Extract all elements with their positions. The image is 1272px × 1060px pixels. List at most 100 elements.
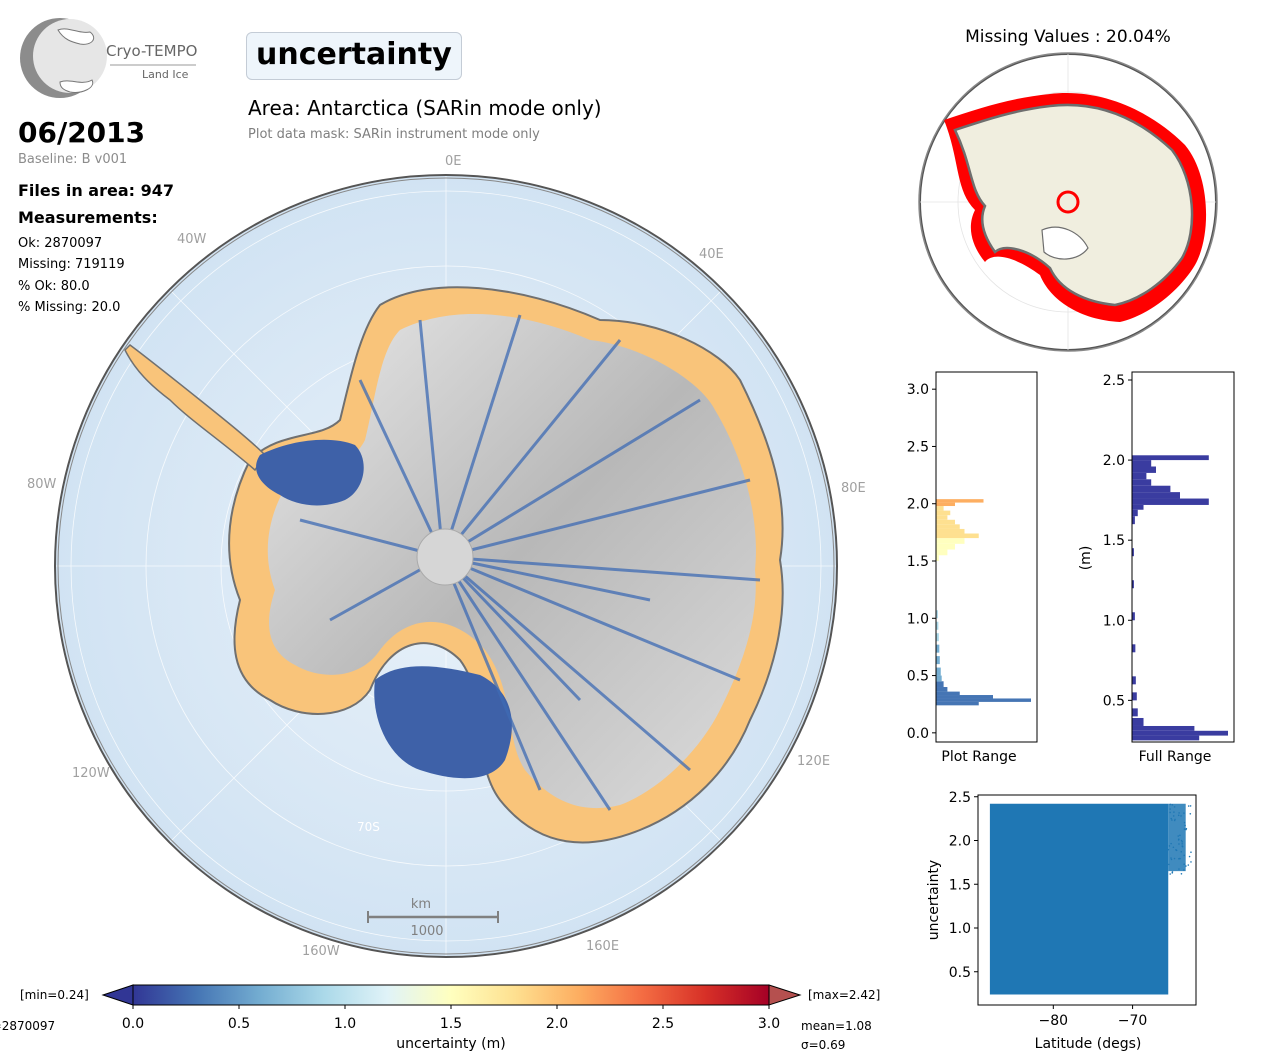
histogram-bar bbox=[1132, 548, 1134, 557]
scatter-point bbox=[1173, 806, 1176, 808]
histogram-bar bbox=[1132, 692, 1137, 701]
scatter-point bbox=[1183, 869, 1185, 871]
scatter-ytick-label: 2.5 bbox=[949, 790, 971, 806]
scatter-xtick-label: −80 bbox=[1039, 1013, 1069, 1029]
scatter-point bbox=[1183, 854, 1186, 857]
scalebar-value: 1000 bbox=[410, 924, 443, 939]
map-border bbox=[54, 174, 838, 958]
histogram-bar bbox=[936, 681, 944, 688]
scatter-point bbox=[1172, 815, 1175, 817]
lat-label-70s: 70S bbox=[357, 820, 380, 834]
scatter-point bbox=[1173, 819, 1176, 822]
scatter-point bbox=[1184, 824, 1186, 827]
antarctica-map: 0E 40E 80E 120E 160E 160W 120W 80W 40W 7… bbox=[27, 154, 866, 959]
histogram-bar bbox=[936, 621, 939, 630]
histogram-bar bbox=[1132, 485, 1171, 493]
histogram-full-xlabel: Full Range bbox=[1139, 749, 1212, 765]
scatter-point bbox=[1168, 845, 1171, 847]
scatter-xlabel: Latitude (degs) bbox=[1035, 1036, 1142, 1052]
histogram-bar bbox=[1132, 460, 1152, 467]
scatter-point bbox=[1171, 803, 1174, 806]
antarctic-peninsula bbox=[124, 344, 266, 472]
histogram-bar bbox=[936, 524, 960, 529]
scatter-point bbox=[1179, 834, 1181, 837]
files-count: Files in area: 947 bbox=[18, 181, 174, 200]
histogram-full-range: 0.5 1.0 1.5 2.0 2.5 (m) Full Range bbox=[1078, 371, 1235, 765]
histogram-ytick-label: 1.5 bbox=[907, 554, 929, 570]
histogram-bar bbox=[936, 506, 944, 511]
scatter-point bbox=[1189, 805, 1192, 807]
histogram-ytick-label: 3.0 bbox=[907, 382, 929, 398]
histogram-bar bbox=[1132, 735, 1200, 741]
colorbar-gradient bbox=[132, 984, 770, 1006]
scatter-point bbox=[1177, 835, 1180, 837]
scatter-point bbox=[1178, 868, 1180, 870]
histogram-bar bbox=[1132, 516, 1135, 525]
scatter-point bbox=[1183, 821, 1186, 824]
lon-label-80w: 80W bbox=[27, 477, 57, 492]
histogram-bar bbox=[1132, 717, 1144, 726]
scatter-frame bbox=[977, 794, 1197, 1006]
scatter-point bbox=[1180, 839, 1183, 842]
scatter-point bbox=[1169, 808, 1171, 810]
scatter-point bbox=[1190, 851, 1192, 853]
scatter-point bbox=[1170, 858, 1173, 861]
histogram-bar bbox=[936, 691, 960, 696]
scatter-point bbox=[1169, 803, 1172, 806]
scatter-point bbox=[1171, 819, 1173, 821]
area-title: Area: Antarctica (SARin mode only) bbox=[248, 96, 602, 120]
scatter-point bbox=[1169, 811, 1171, 814]
histogram-bar bbox=[936, 610, 938, 619]
scatter-point bbox=[1177, 814, 1180, 817]
histogram-bar bbox=[936, 667, 941, 676]
ronne-ice-shelf bbox=[256, 439, 364, 506]
histogram-ytick-label: 0.5 bbox=[907, 669, 929, 685]
scatter-uncertainty-vs-latitude: 0.5 1.0 1.5 2.0 2.5 −80 −70 uncertainty Latitu… bbox=[926, 790, 1197, 1052]
polar-hole bbox=[416, 528, 474, 586]
histogram-bar bbox=[1132, 730, 1228, 736]
cryo-tempo-logo: Cryo-TEMPO Land Ice bbox=[20, 18, 197, 98]
scatter-ytick-label: 1.5 bbox=[949, 877, 971, 893]
histogram-bar bbox=[936, 543, 955, 550]
histogram-bar bbox=[936, 695, 993, 699]
scatter-ytick-label: 1.0 bbox=[949, 921, 971, 937]
colorbar-min-extend bbox=[101, 984, 134, 1006]
colorbar: [min=0.24] [max=2.42] nvals=2870097 mean… bbox=[0, 984, 880, 1052]
scatter-point bbox=[1170, 857, 1172, 859]
colorbar-tick-label: 3.0 bbox=[758, 1016, 780, 1032]
satellite-tracks bbox=[299, 314, 761, 811]
histogram-bar bbox=[1132, 492, 1180, 499]
scatter-point bbox=[1180, 850, 1183, 853]
histogram-bar bbox=[1132, 612, 1135, 621]
histogram-ytick-label: 2.5 bbox=[1103, 373, 1125, 389]
scatter-xtick-label: −70 bbox=[1118, 1013, 1148, 1029]
scatter-point bbox=[1178, 812, 1180, 814]
histogram-bar bbox=[1132, 580, 1134, 589]
colorbar-sigma-label: σ=0.69 bbox=[801, 1038, 845, 1052]
colorbar-tick-label: 2.5 bbox=[652, 1016, 674, 1032]
histogram-plot-xlabel: Plot Range bbox=[941, 749, 1016, 765]
histogram-bar bbox=[936, 502, 955, 507]
histogram-ytick-label: 1.0 bbox=[907, 611, 929, 627]
histogram-bar bbox=[1132, 504, 1144, 510]
scatter-point bbox=[1190, 861, 1192, 863]
inset-ross-shelf bbox=[1041, 226, 1089, 260]
scatter-point bbox=[1171, 872, 1174, 874]
scatter-point bbox=[1170, 817, 1173, 820]
colorbar-nvals-label: nvals=2870097 bbox=[0, 1019, 55, 1033]
scatter-point bbox=[1183, 812, 1185, 814]
scatter-point bbox=[1178, 843, 1180, 845]
histogram-ytick-label: 2.0 bbox=[1103, 453, 1125, 469]
colorbar-max-extend bbox=[768, 984, 802, 1006]
scatter-point bbox=[1177, 839, 1180, 841]
histogram-plot-range: 0.0 0.5 1.0 1.5 2.0 2.5 3.0 Plot Range bbox=[907, 371, 1038, 765]
scale-bar: km 1000 bbox=[367, 897, 499, 939]
histogram-bar bbox=[936, 533, 979, 539]
histogram-bar bbox=[936, 538, 965, 544]
scatter-point bbox=[1178, 857, 1181, 860]
lon-label-160w: 160W bbox=[302, 944, 340, 959]
inset-pole-hole bbox=[1056, 190, 1080, 214]
stat-pct-ok: % Ok: 80.0 bbox=[18, 279, 90, 294]
colorbar-mean-label: mean=1.08 bbox=[801, 1019, 872, 1033]
histogram-bar bbox=[1132, 479, 1152, 486]
